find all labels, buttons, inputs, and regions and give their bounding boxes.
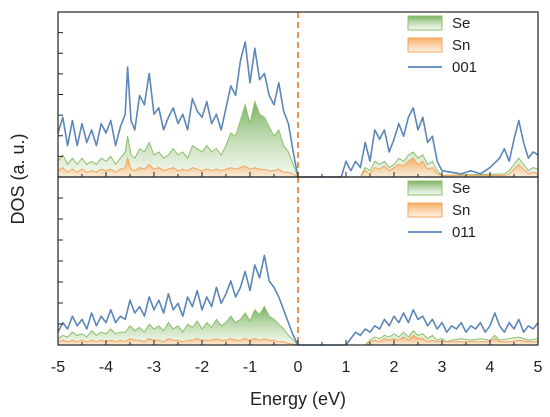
panel-1-total-line	[57, 41, 539, 178]
panel-2-legend-label-3: 011	[452, 224, 476, 241]
x-tick-label: 3	[438, 359, 447, 376]
x-tick-label: 0	[294, 359, 303, 376]
panel-2-legend-label-2: Sn	[452, 202, 470, 219]
panel-2-legend-label-1: Se	[452, 180, 470, 197]
panel-1-legend-sn-swatch	[407, 37, 443, 53]
x-tick-label: 4	[486, 359, 495, 376]
panel-1-legend-se-swatch	[407, 15, 443, 31]
x-tick-label: 1	[342, 359, 351, 376]
panel-1-legend-label-1: Se	[452, 15, 470, 32]
panel-2-total-line	[57, 254, 539, 346]
y-axis-label: DOS (a. u.)	[8, 133, 28, 224]
panel-2-se-area	[57, 305, 539, 346]
panel-1-legend-label-3: 001	[452, 59, 477, 76]
x-tick-label: -2	[195, 359, 209, 376]
panel-1-se-area	[57, 99, 539, 178]
panel-2-legend-se-swatch	[407, 180, 443, 196]
panel-2-legend-sn-swatch	[407, 202, 443, 218]
x-axis-label: Energy (eV)	[250, 389, 346, 409]
x-tick-label: 5	[534, 359, 543, 376]
panel-1-legend-label-2: Sn	[452, 37, 470, 54]
x-tick-label: 2	[390, 359, 399, 376]
x-tick-label: -5	[51, 359, 65, 376]
x-tick-labels: -5 -4 -3 -2 -1 0 1 2 3 4 5	[51, 359, 543, 376]
panel-1-sn-area	[57, 156, 539, 178]
x-tick-label: -3	[147, 359, 161, 376]
legends: Se Sn 001 Se Sn 011	[407, 15, 477, 241]
x-tick-label: -4	[99, 359, 113, 376]
plot-frame	[57, 11, 539, 346]
x-tick-label: -1	[243, 359, 257, 376]
